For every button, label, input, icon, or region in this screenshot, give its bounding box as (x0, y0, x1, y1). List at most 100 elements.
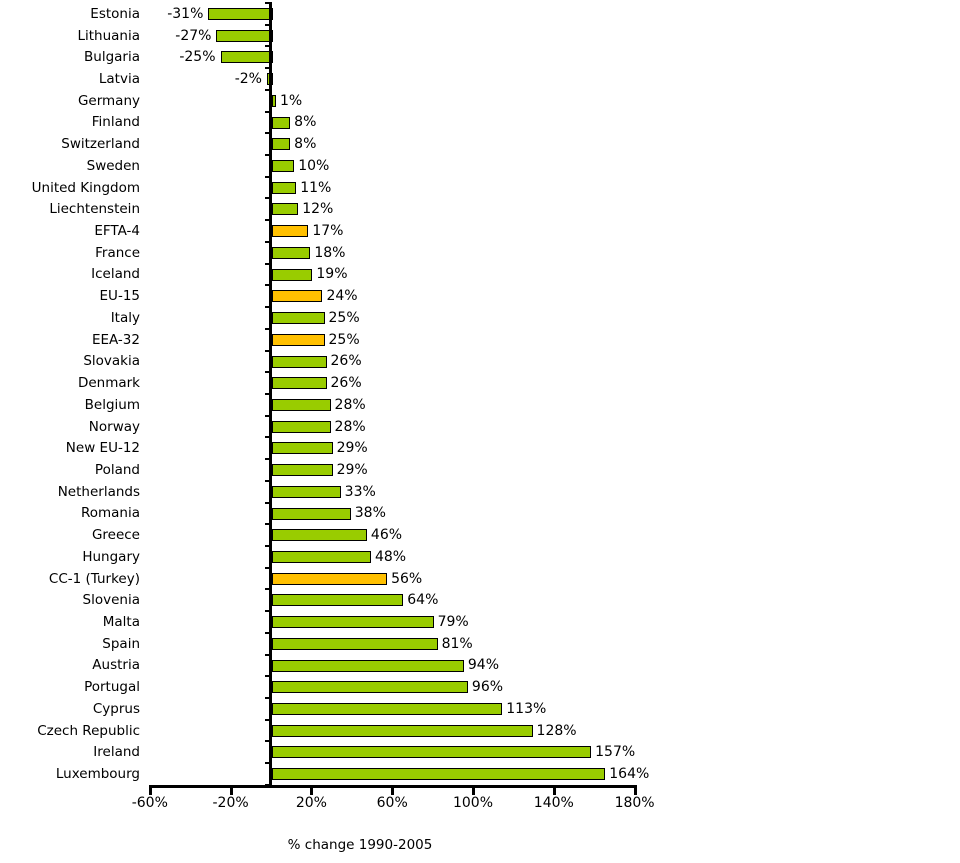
bar-slovakia (272, 355, 327, 368)
category-label: Romania (80, 505, 140, 522)
value-label: 12% (302, 201, 334, 218)
value-label: -25% (179, 49, 216, 66)
value-label: 18% (314, 244, 346, 261)
y-axis-tick (265, 175, 272, 178)
value-label: 79% (437, 614, 469, 631)
y-axis-tick (265, 653, 272, 656)
bar-spain (272, 637, 438, 650)
bar-iceland (272, 268, 313, 281)
category-label: Austria (92, 657, 140, 674)
bar-netherlands (272, 485, 341, 498)
y-axis-tick (265, 349, 272, 352)
value-label: 64% (407, 592, 439, 609)
bar-finland (272, 116, 291, 129)
y-axis-tick (265, 23, 272, 26)
bar-bulgaria (220, 51, 273, 64)
value-label: 1% (280, 92, 303, 109)
value-label: 128% (536, 722, 577, 739)
category-label: Sweden (86, 157, 140, 174)
category-label: Greece (91, 527, 140, 544)
value-label: 19% (316, 266, 348, 283)
bar-austria (272, 659, 464, 672)
y-axis-tick (265, 740, 272, 743)
y-axis-tick (265, 327, 272, 330)
bar-luxembourg (272, 768, 606, 781)
category-label: New EU-12 (65, 440, 140, 457)
bar-new-eu-12 (272, 442, 333, 455)
y-axis-tick (265, 392, 272, 395)
category-label: Luxembourg (55, 766, 140, 783)
bar-romania (272, 507, 351, 520)
y-axis-tick (265, 154, 272, 157)
value-label: 17% (312, 223, 344, 240)
x-tick-label: 20% (295, 794, 327, 811)
bar-czech-republic (272, 724, 533, 737)
y-axis-tick (265, 697, 272, 700)
category-label: United Kingdom (31, 179, 140, 196)
bar-portugal (272, 681, 468, 694)
category-label: Norway (88, 418, 140, 435)
x-tick-label: 100% (452, 794, 494, 811)
category-label: Slovakia (83, 353, 140, 370)
y-axis-tick (265, 566, 272, 569)
category-label: Portugal (84, 679, 140, 696)
value-label: 25% (328, 309, 360, 326)
bar-hungary (272, 551, 371, 563)
value-label: 46% (370, 527, 403, 544)
value-label: 48% (374, 548, 407, 565)
bar-greece (272, 529, 367, 542)
bar-switzerland (272, 138, 291, 151)
bar-eu-15 (272, 290, 323, 303)
x-tick-label: 180% (614, 794, 655, 811)
y-axis-tick (265, 197, 272, 200)
x-tick-label: 140% (533, 794, 574, 811)
value-label: 157% (595, 744, 636, 761)
bar-poland (272, 464, 333, 477)
bar-sweden (272, 160, 295, 173)
value-label: 26% (330, 375, 362, 392)
category-label: Belgium (84, 396, 140, 413)
category-label: Germany (77, 92, 140, 109)
y-axis-tick (265, 588, 272, 591)
y-axis-tick (265, 110, 272, 113)
x-axis-tick (391, 784, 395, 795)
category-label: Italy (110, 309, 140, 326)
x-axis-title: % change 1990-2005 (287, 837, 433, 853)
category-label: Switzerland (61, 136, 140, 153)
y-axis-tick (265, 240, 272, 243)
y-axis-tick (265, 45, 272, 48)
category-label: EU-15 (99, 288, 140, 305)
y-axis-tick (265, 414, 272, 417)
y-axis-tick (265, 284, 272, 287)
bar-germany (272, 94, 277, 107)
category-label: Cyprus (92, 700, 140, 717)
bar-liechtenstein (272, 203, 299, 216)
category-label: Latvia (98, 71, 140, 88)
y-axis-tick (265, 762, 272, 765)
value-label: 56% (391, 570, 423, 587)
category-label: Ireland (93, 744, 140, 761)
category-label: Czech Republic (37, 722, 140, 739)
y-axis-tick (265, 501, 272, 504)
y-axis-tick (265, 610, 272, 613)
bar-italy (272, 312, 325, 325)
x-tick-label: 60% (376, 794, 408, 811)
bar-cyprus (272, 703, 503, 716)
y-axis-tick (265, 132, 272, 135)
value-label: 8% (294, 136, 317, 153)
category-label: Estonia (90, 5, 140, 22)
category-label: Poland (94, 461, 140, 478)
value-label: 24% (326, 288, 358, 305)
value-label: 29% (336, 461, 368, 478)
category-label: Denmark (77, 375, 140, 392)
value-label: 29% (336, 440, 368, 457)
y-axis-tick (265, 675, 272, 678)
bar-cc-1-turkey- (272, 572, 388, 585)
x-axis-tick (472, 784, 475, 795)
category-label: CC-1 (Turkey) (48, 570, 140, 587)
value-label: 164% (609, 766, 650, 783)
value-label: 33% (344, 483, 376, 500)
value-label: 26% (330, 353, 362, 370)
category-label: Bulgaria (84, 49, 140, 66)
